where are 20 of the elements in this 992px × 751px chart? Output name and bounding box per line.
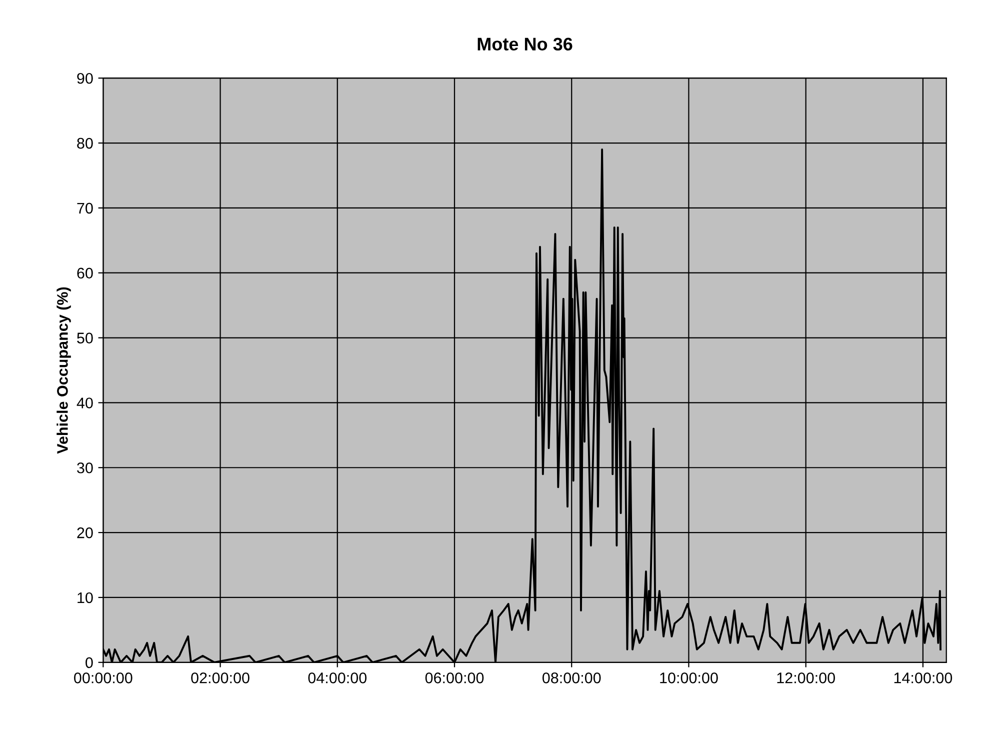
x-tick-label: 06:00:00 [425,672,484,684]
y-tick-label: 60 [77,268,93,279]
y-tick-label: 20 [77,527,93,538]
y-tick-label: 40 [76,398,93,408]
y-tick-label: 30 [77,462,93,474]
x-tick-label: 04:00:00 [308,672,367,684]
y-tick-label: 90 [77,72,93,84]
y-axis-title: Vehicle Occupancy (%) [56,287,71,454]
y-tick-label: 10 [78,592,93,604]
x-tick-label: 00:00:00 [74,672,132,684]
x-tick-label: 14:00:00 [894,672,952,684]
y-tick-label: 0 [86,657,93,668]
x-tick-label: 08:00:00 [542,672,601,684]
y-tick-label: 70 [77,202,93,214]
x-tick-label: 02:00:00 [191,672,250,684]
x-tick-label: 12:00:00 [777,672,835,684]
y-tick-label: 80 [77,138,93,149]
x-tick-label: 10:00:00 [660,672,718,684]
chart-title: Mote No 36 [478,38,572,51]
y-tick-label: 50 [77,332,93,344]
